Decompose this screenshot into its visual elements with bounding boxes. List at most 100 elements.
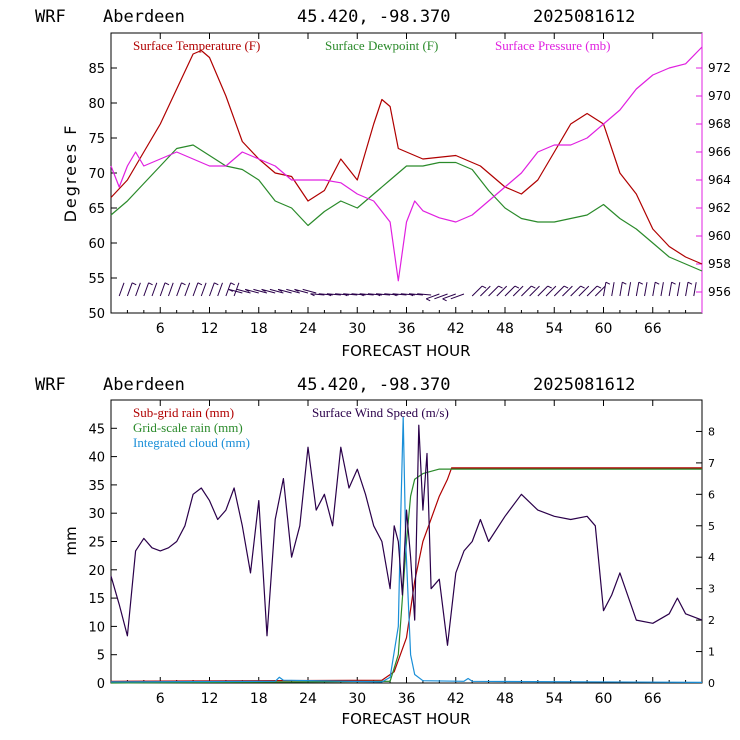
wind-barb: [184, 282, 191, 297]
wind-barb: [504, 285, 516, 297]
top-x-ticks: 6 12 18 24 30 36 42 48 54 60 66: [126, 33, 687, 337]
wind-barb-flag: [531, 285, 536, 289]
x-tick-label: 6: [156, 691, 165, 707]
wind-barb: [253, 288, 268, 294]
wind-barb-flag: [359, 293, 364, 297]
wind-barb-flag: [563, 285, 569, 289]
y2-tick-label: 970: [708, 89, 731, 103]
y-tick-label: 30: [88, 507, 105, 522]
wind-barb: [310, 293, 325, 296]
wind-barb-flag: [442, 298, 447, 302]
x-tick-label: 24: [299, 691, 317, 707]
y-tick-label: 50: [88, 307, 105, 322]
top-model-label: WRF: [35, 7, 66, 27]
wind-barb: [512, 285, 524, 297]
y2-tick-label: 7: [708, 457, 715, 470]
wind-barb: [376, 293, 391, 296]
wind-barb: [159, 282, 166, 297]
wind-barb: [176, 282, 182, 297]
wind-barb-flag: [277, 288, 283, 292]
x-tick-label: 18: [250, 321, 268, 337]
y-tick-label: 55: [88, 272, 105, 287]
wind-barb: [611, 282, 615, 297]
x-tick-label: 66: [644, 321, 662, 337]
wind-barb: [351, 293, 366, 296]
y2-tick-label: 964: [708, 173, 731, 187]
legend-surface-pressure: Surface Pressure (mb): [495, 38, 611, 53]
bottom-station-label: Aberdeen: [103, 375, 185, 395]
top-plot-frame: [110, 32, 703, 314]
wind-barb-flag: [671, 281, 676, 285]
wind-barb: [496, 285, 508, 297]
wind-barb: [603, 282, 607, 297]
wind-barb: [126, 282, 133, 297]
wind-barb-flag: [392, 293, 397, 297]
top-y-ticks: 50 55 60 65 70 75 80 85: [88, 62, 117, 322]
x-tick-label: 6: [156, 321, 165, 337]
wind-barb: [209, 282, 215, 297]
bottom-x-ticks: 6 12 18 24 30 36 42 48 54 60 66: [126, 400, 687, 707]
y-tick-label: 25: [88, 536, 105, 551]
legend-surface-dewpoint: Surface Dewpoint (F): [325, 38, 438, 53]
wind-barb-flag: [408, 293, 414, 297]
wind-barb: [545, 285, 557, 297]
bottom-y-axis-label: mm: [62, 526, 80, 555]
wind-barb: [693, 282, 697, 297]
y2-tick-label: 8: [708, 425, 715, 438]
wind-barb-flag: [261, 288, 266, 292]
wind-barb: [619, 282, 623, 297]
x-tick-label: 54: [545, 321, 563, 337]
series-line-surface-dewpoint: [110, 144, 703, 272]
bottom-y2-ticks: 0 1 2 3 4 5 6 7 8: [696, 425, 715, 690]
bottom-coords-label: 45.420, -98.370: [297, 375, 451, 395]
wind-barb: [635, 282, 640, 297]
series-line-grid-scale-rain: [110, 468, 702, 684]
top-x-axis-label: FORECAST HOUR: [341, 342, 470, 360]
wind-barb: [217, 282, 223, 297]
x-tick-label: 60: [595, 321, 613, 337]
y-tick-label: 5: [97, 649, 105, 664]
wind-barb-flag: [230, 282, 235, 286]
wind-barb: [392, 293, 407, 296]
wind-barb-flag: [580, 285, 585, 289]
wind-barb: [660, 282, 664, 297]
wind-barb-flag: [343, 293, 348, 297]
bottom-series-group: [110, 416, 703, 684]
y2-tick-label: 5: [708, 520, 715, 533]
y2-tick-label: 4: [708, 551, 715, 564]
x-tick-label: 54: [545, 691, 563, 707]
wind-barb-flag: [326, 293, 332, 297]
series-line-sub-grid-rain: [110, 467, 702, 682]
y-tick-label: 35: [88, 479, 105, 494]
x-tick-label: 48: [496, 691, 514, 707]
x-tick-label: 36: [398, 321, 416, 337]
series-line-surface-wind-speed: [110, 424, 703, 646]
y-tick-label: 60: [88, 237, 105, 252]
wind-barb-flag: [654, 281, 660, 285]
y-tick-label: 20: [88, 564, 105, 579]
wind-barb: [192, 282, 199, 297]
y2-tick-label: 960: [708, 229, 731, 243]
y2-tick-label: 0: [708, 677, 715, 690]
y-tick-label: 75: [88, 132, 105, 147]
wind-barb: [450, 293, 465, 300]
wind-barb-flag: [228, 288, 234, 292]
x-tick-label: 42: [447, 321, 465, 337]
legend-gridscale-rain: Grid-scale rain (mm): [133, 420, 243, 435]
wind-barb: [442, 293, 456, 300]
wind-barb: [685, 282, 689, 297]
wind-barb-flag: [638, 281, 644, 285]
wind-barb: [594, 285, 606, 297]
top-run-label: 2025081612: [533, 7, 635, 27]
y2-tick-label: 968: [708, 117, 731, 131]
x-tick-label: 30: [348, 691, 366, 707]
top-station-label: Aberdeen: [103, 7, 185, 27]
wind-barb: [200, 282, 207, 297]
x-tick-label: 12: [201, 691, 219, 707]
wind-barb: [562, 285, 573, 297]
x-tick-label: 12: [201, 321, 219, 337]
wind-barb: [269, 288, 284, 294]
wind-barb-flag: [547, 285, 552, 289]
bottom-y-ticks: 0 5 10 15 20 25 30 35 40 45: [88, 422, 117, 692]
wind-barb-flag: [425, 298, 431, 302]
